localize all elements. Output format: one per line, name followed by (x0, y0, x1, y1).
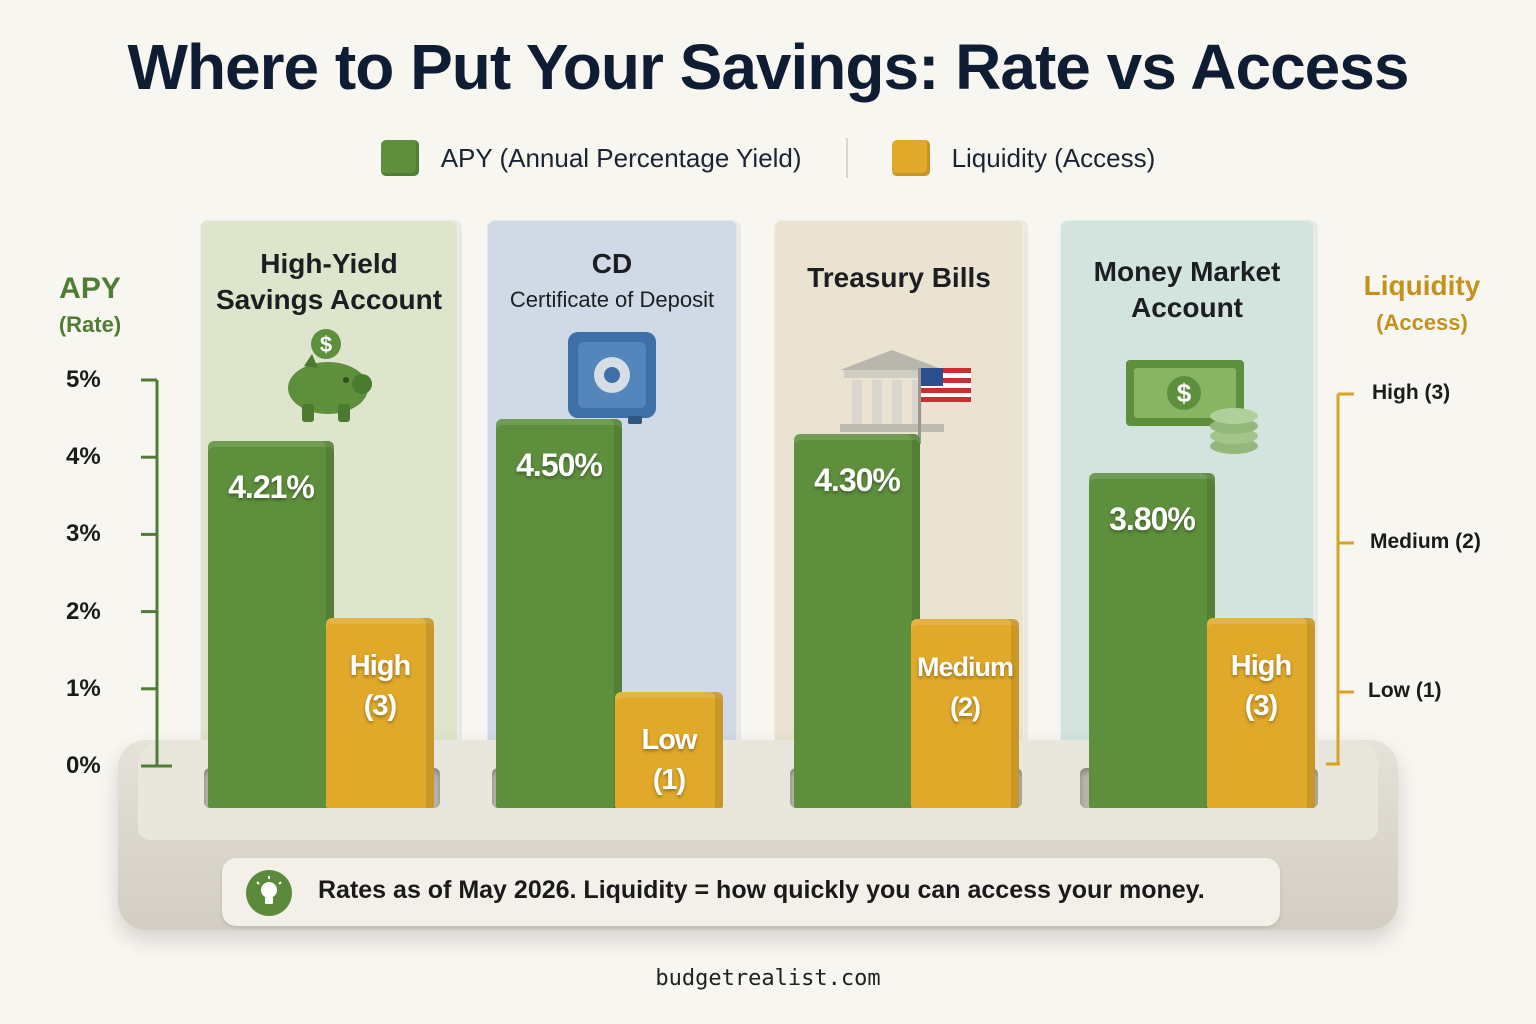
legend-divider (845, 138, 848, 178)
liquidity-value-label-line: High (1230, 650, 1292, 682)
right-axis-tick-label: High (3) (1372, 381, 1451, 404)
liquidity-value-label: High (3) (326, 646, 434, 726)
left-axis-tick-label: 3% (66, 520, 101, 548)
footnote-text: Rates as of May 2026. Liquidity = how qu… (318, 876, 1205, 904)
liquidity-value-label: Medium (2) (911, 647, 1019, 727)
piggy-bank-icon: $ (276, 326, 380, 435)
liquidity-value-label: High (3) (1207, 646, 1315, 726)
svg-text:$: $ (1177, 378, 1192, 408)
liquidity-value-label-line: High (349, 650, 411, 682)
left-axis-title: APY (59, 272, 121, 305)
panel-title-line1: Money Market (1093, 256, 1281, 287)
left-axis-subtitle: (Rate) (58, 312, 122, 337)
footnote-box: Rates as of May 2026. Liquidity = how qu… (222, 858, 1280, 926)
cash-coins-icon: $ (1124, 358, 1262, 463)
apy-value-label: 4.30% (814, 462, 901, 499)
liquidity-value-label-line: (3) (363, 690, 397, 722)
apy-value-label: 4.21% (228, 468, 315, 505)
apy-value-label: 3.80% (1109, 500, 1196, 537)
liquidity-value-label: Low (1) (615, 720, 723, 800)
apy-value-label: 4.50% (516, 446, 603, 483)
liquidity-bar (615, 692, 723, 808)
right-axis-tick-label: Low (1) (1368, 679, 1442, 702)
chart-title: Where to Put Your Savings: Rate vs Acces… (127, 31, 1410, 103)
apy-bar (1089, 472, 1215, 808)
apy-bar (794, 434, 920, 808)
apy-bar (208, 440, 334, 808)
source-url: budgetrealist.com (655, 966, 881, 991)
legend-label-apy: APY (Annual Percentage Yield) (440, 142, 802, 173)
left-axis-tick-label: 5% (66, 366, 101, 393)
liquidity-value-label-line: (2) (950, 692, 981, 722)
liquidity-value-label-line: Low (641, 724, 698, 756)
panel-title-line2: Savings Account (215, 284, 443, 315)
liquidity-value-label-line: Medium (916, 652, 1014, 682)
left-axis-tick-label: 4% (66, 443, 101, 471)
panel-subtitle: Certificate of Deposit (509, 287, 715, 312)
liquidity-bar (1207, 618, 1315, 808)
apy-bar (496, 418, 622, 808)
right-axis-subtitle: (Access) (1376, 310, 1468, 335)
right-axis-tick-label: Medium (2) (1370, 530, 1481, 553)
left-axis-tick-label: 2% (66, 597, 101, 625)
legend: APY (Annual Percentage Yield) Liquidity … (0, 136, 1536, 180)
panel-title-line1: CD (591, 248, 633, 279)
legend-label-liquidity: Liquidity (Access) (951, 142, 1156, 173)
panel-title-line2: Account (1131, 292, 1243, 323)
legend-swatch-apy (380, 140, 419, 176)
liquidity-value-label-line: (3) (1244, 690, 1278, 722)
lightbulb-icon (246, 870, 292, 916)
panel-title-line1: High-Yield (260, 248, 398, 279)
left-axis-tick-label: 0% (66, 752, 101, 779)
svg-text:$: $ (320, 332, 332, 357)
liquidity-value-label-line: (1) (652, 764, 686, 796)
right-axis-title: Liquidity (1363, 270, 1481, 301)
liquidity-bar (326, 618, 434, 808)
government-building-flag-icon (836, 348, 976, 449)
panel-title-line1: Treasury Bills (807, 262, 991, 293)
legend-item-apy: APY (Annual Percentage Yield) (380, 140, 802, 176)
liquidity-bar (911, 619, 1019, 808)
legend-item-liquidity: Liquidity (Access) (891, 140, 1156, 176)
left-axis-tick-label: 1% (66, 674, 101, 702)
safe-icon (566, 330, 660, 431)
legend-swatch-liquidity (891, 140, 930, 176)
